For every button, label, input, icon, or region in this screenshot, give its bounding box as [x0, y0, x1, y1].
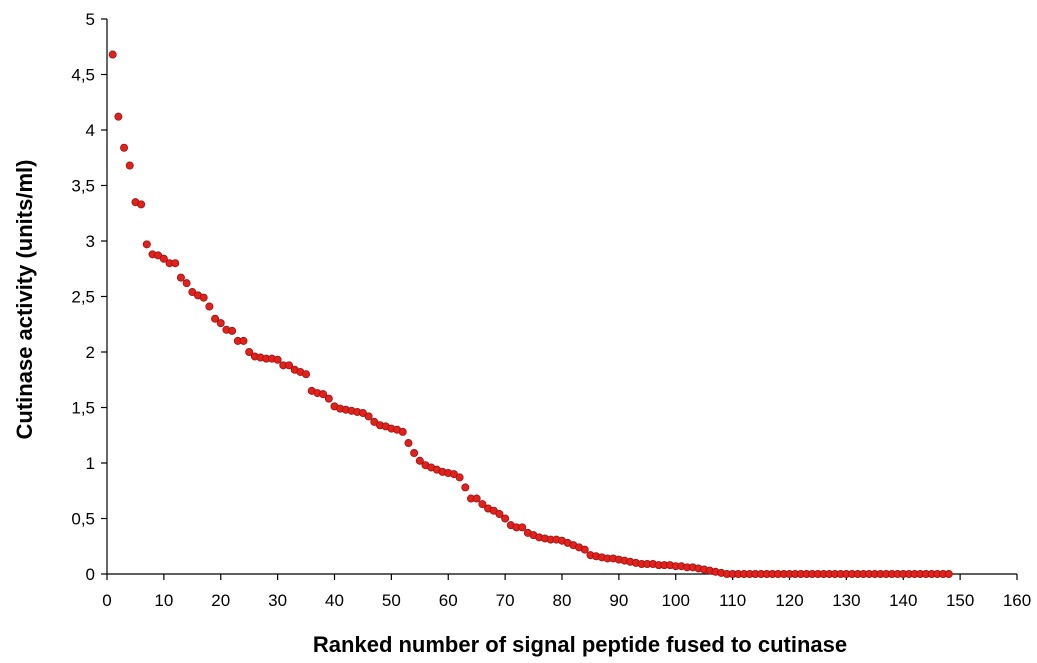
x-tick-label: 160 — [1003, 591, 1031, 610]
data-point — [319, 390, 328, 399]
y-tick-label: 2 — [86, 343, 95, 362]
data-point — [478, 500, 487, 509]
x-tick-label: 110 — [719, 591, 746, 610]
data-point — [125, 161, 134, 170]
data-point — [114, 112, 123, 121]
x-tick-label: 20 — [211, 591, 230, 610]
x-tick-label: 120 — [775, 591, 803, 610]
data-point — [171, 259, 180, 268]
y-tick-label: 0,5 — [71, 510, 95, 529]
x-tick-label: 30 — [268, 591, 287, 610]
data-point — [211, 314, 220, 323]
data-point — [404, 439, 413, 448]
data-point — [461, 483, 470, 492]
data-point — [159, 254, 168, 263]
x-tick-label: 90 — [609, 591, 628, 610]
data-point — [199, 293, 208, 302]
data-point — [108, 50, 117, 59]
data-point — [284, 361, 293, 370]
x-tick-label: 10 — [154, 591, 173, 610]
x-tick-label: 40 — [325, 591, 344, 610]
data-point — [410, 449, 419, 458]
x-tick-label: 80 — [553, 591, 572, 610]
x-tick-label: 70 — [496, 591, 515, 610]
data-point — [228, 326, 237, 335]
data-point — [580, 545, 589, 554]
data-point — [518, 523, 527, 532]
x-tick-label: 100 — [662, 591, 690, 610]
y-tick-label: 4,5 — [71, 66, 95, 85]
y-tick-label: 1 — [86, 454, 95, 473]
data-point — [120, 143, 129, 152]
data-point — [245, 347, 254, 356]
data-point — [364, 412, 373, 421]
data-point — [455, 473, 464, 482]
y-tick-label: 3 — [86, 232, 95, 251]
y-axis-title: Cutinase activity (units/ml) — [12, 160, 37, 440]
x-tick-label: 60 — [439, 591, 458, 610]
y-tick-label: 5 — [86, 10, 95, 29]
data-point — [302, 370, 311, 379]
y-tick-label: 2,5 — [71, 288, 95, 307]
data-point — [239, 336, 248, 345]
x-tick-label: 140 — [889, 591, 917, 610]
x-tick-label: 50 — [382, 591, 401, 610]
data-points — [108, 50, 953, 579]
y-tick-label: 4 — [86, 121, 95, 140]
data-point — [273, 355, 282, 364]
x-axis-ticks: 0 10 20 30 40 50 60 70 80 90 100 110 120 130 140 150 160 — [102, 574, 1031, 610]
data-point — [495, 510, 504, 519]
x-tick-label: 130 — [832, 591, 860, 610]
data-point — [137, 200, 146, 209]
y-axis-ticks: 0 0,5 1 1,5 2 2,5 3 3,5 4 4,5 5 — [71, 10, 107, 584]
x-axis-title: Ranked number of signal peptide fused to… — [313, 632, 847, 657]
x-tick-label: 0 — [102, 591, 111, 610]
data-point — [182, 279, 191, 288]
data-point — [216, 319, 225, 328]
y-tick-label: 1,5 — [71, 399, 95, 418]
data-point — [324, 394, 333, 403]
data-point — [176, 273, 185, 282]
data-point — [398, 427, 407, 436]
y-tick-label: 0 — [86, 565, 95, 584]
x-tick-label: 150 — [946, 591, 974, 610]
data-point — [205, 302, 214, 311]
y-tick-label: 3,5 — [71, 177, 95, 196]
data-point — [944, 570, 953, 579]
data-point — [415, 456, 424, 465]
data-point — [142, 240, 151, 249]
data-point — [501, 514, 510, 523]
data-point — [472, 494, 481, 503]
